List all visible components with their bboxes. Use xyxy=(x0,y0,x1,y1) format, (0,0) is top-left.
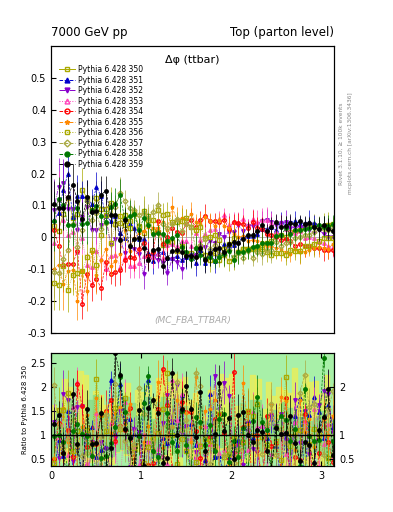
Bar xyxy=(51,353,334,466)
Legend: Pythia 6.428 350, Pythia 6.428 351, Pythia 6.428 352, Pythia 6.428 353, Pythia 6: Pythia 6.428 350, Pythia 6.428 351, Pyth… xyxy=(58,64,144,169)
Text: 7000 GeV pp: 7000 GeV pp xyxy=(51,26,128,39)
Text: mcplots.cern.ch [arXiv:1306.3436]: mcplots.cern.ch [arXiv:1306.3436] xyxy=(348,93,353,194)
Text: (MC_FBA_TTBAR): (MC_FBA_TTBAR) xyxy=(154,315,231,324)
Text: Δφ (ttbar): Δφ (ttbar) xyxy=(165,55,220,65)
Text: Top (parton level): Top (parton level) xyxy=(230,26,334,39)
Y-axis label: Ratio to Pythia 6.428 350: Ratio to Pythia 6.428 350 xyxy=(22,365,28,454)
Text: Rivet 3.1.10, ≥ 100k events: Rivet 3.1.10, ≥ 100k events xyxy=(339,102,344,185)
